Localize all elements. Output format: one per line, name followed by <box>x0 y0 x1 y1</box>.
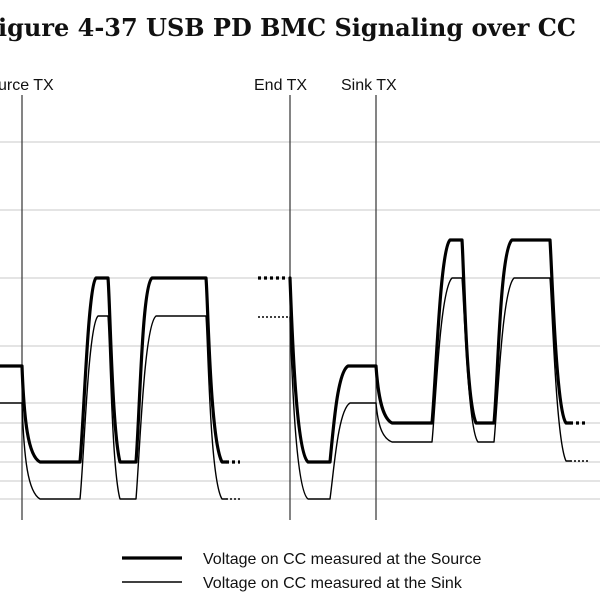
source-waveform-segment-1 <box>0 276 228 464</box>
figure-title: igure 4-37 USB PD BMC Signaling over CC <box>0 13 576 42</box>
sink-waveform-segment-2 <box>289 277 571 500</box>
sink-waveform-segment-1 <box>0 315 227 500</box>
legend-source-label: Voltage on CC measured at the Source <box>203 551 481 568</box>
source-tx-label: urce TX <box>0 77 54 94</box>
source-waveform-segment-2 <box>288 238 572 464</box>
end-tx-label: End TX <box>254 77 307 94</box>
legend: Voltage on CC measured at the Source Vol… <box>122 551 481 592</box>
sink-tx-label: Sink TX <box>341 77 397 94</box>
legend-sink-label: Voltage on CC measured at the Sink <box>203 575 463 592</box>
